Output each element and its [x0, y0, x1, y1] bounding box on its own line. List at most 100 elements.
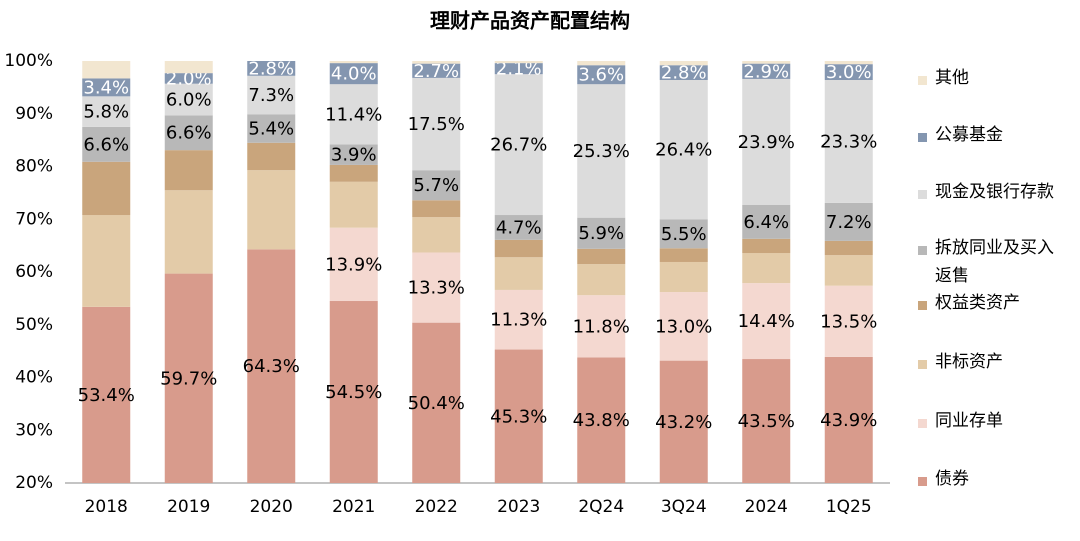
bar-segment [329, 301, 378, 483]
bar-segment [329, 63, 378, 85]
bar-segment [824, 64, 873, 80]
data-label: 17.5% [408, 114, 465, 135]
bar-segment [494, 257, 543, 290]
bar-segment [742, 61, 791, 64]
bar-segment [824, 255, 873, 286]
bar-segment [742, 205, 791, 239]
bar-segment [824, 356, 873, 483]
bar-segment [824, 202, 873, 241]
legend-label: 非标资产 [935, 352, 1003, 372]
bar-segment [494, 239, 543, 258]
data-label: 6.6% [83, 134, 129, 155]
bar-segment [412, 252, 461, 323]
data-label: 59.7% [160, 368, 217, 389]
data-label: 54.5% [325, 382, 382, 403]
data-label: 3.9% [331, 145, 377, 166]
y-tick-label: 90% [15, 104, 53, 124]
data-label: 64.3% [243, 356, 300, 377]
bar-segment [742, 253, 791, 284]
data-label: 5.7% [413, 175, 459, 196]
x-tick-label: 2020 [250, 497, 293, 517]
bar-segment [577, 295, 626, 358]
bar-segment [577, 84, 626, 218]
data-label: 7.2% [826, 212, 872, 233]
bar-segment [412, 217, 461, 253]
legend-marker [918, 360, 927, 369]
data-label: 26.4% [655, 140, 712, 161]
bar-segment [412, 170, 461, 201]
y-tick-label: 100% [4, 51, 53, 71]
bar-segment [329, 61, 378, 64]
bar-segment [412, 322, 461, 483]
data-label: 3.6% [578, 65, 624, 86]
legend-marker [918, 246, 927, 255]
legend-item: 债券 [918, 469, 1078, 493]
bar-segment [412, 63, 461, 78]
data-label: 11.4% [325, 104, 382, 125]
data-label: 45.3% [490, 406, 547, 427]
bar-segment [247, 170, 296, 250]
bar-segment [659, 292, 708, 361]
data-label: 13.5% [820, 311, 877, 332]
data-label: 5.9% [578, 223, 624, 244]
legend-label: 同业存单 [935, 411, 1003, 431]
bar-segment [412, 77, 461, 171]
data-label: 23.3% [820, 131, 877, 152]
data-label: 26.7% [490, 135, 547, 156]
data-label: 43.8% [573, 410, 630, 431]
data-label: 2.8% [661, 63, 707, 84]
bar-segment [824, 61, 873, 65]
data-label: 2.8% [248, 58, 294, 79]
y-tick-label: 40% [15, 368, 53, 388]
bar-segment [164, 150, 213, 191]
x-tick-label: 2019 [167, 497, 210, 517]
bar-segment [577, 65, 626, 85]
bar-segment [659, 61, 708, 66]
bar-segment [659, 248, 708, 262]
data-label: 43.9% [820, 410, 877, 431]
bar-segment [82, 96, 131, 127]
x-tick-label: 2024 [745, 497, 788, 517]
data-label: 50.4% [408, 393, 465, 414]
data-label: 2.0% [166, 68, 212, 89]
bar-segment [247, 75, 296, 115]
bar-segment [659, 219, 708, 249]
bar-segment [412, 61, 461, 64]
x-tick-label: 2022 [415, 497, 458, 517]
legend-marker [918, 477, 927, 486]
bar-segment [82, 78, 131, 97]
x-tick-label: 2023 [497, 497, 540, 517]
chart: 理财产品资产配置结构 20% 30% 40% 50% 60% 70% 80% 90% 100% 2… [4, 9, 890, 517]
x-tick-label: 2Q24 [578, 497, 624, 517]
data-label: 53.4% [78, 385, 135, 406]
legend-label: 拆放同业及买入返售 [935, 238, 1054, 286]
legend-label: 权益类资产 [935, 293, 1020, 313]
bar-segment [329, 84, 378, 145]
bar-segment [494, 289, 543, 350]
bar-segment [82, 126, 131, 162]
bar-segment [577, 248, 626, 265]
bar-segment [329, 144, 378, 165]
bar-segment [824, 285, 873, 357]
data-label: 11.3% [490, 310, 547, 331]
bar-segment [329, 164, 378, 182]
legend-marker [918, 419, 927, 428]
legend-item: 非标资产 [918, 352, 1078, 376]
legend-marker [918, 190, 927, 199]
bar-segment [659, 65, 708, 80]
legend-label: 债券 [935, 469, 969, 489]
bar-segment [742, 78, 791, 206]
data-label: 6.4% [743, 212, 789, 233]
bar-segment [164, 83, 213, 116]
data-label: 13.3% [408, 278, 465, 299]
bar-segment [659, 360, 708, 483]
bar-segment [659, 261, 708, 293]
legend-item: 拆放同业及买入返售 [918, 238, 1078, 290]
data-label: 6.6% [166, 123, 212, 144]
bar-segment [577, 264, 626, 296]
data-label: 25.3% [573, 141, 630, 162]
x-tick-label: 3Q24 [661, 497, 707, 517]
legend-label: 其他 [935, 68, 969, 88]
bar-segment [824, 79, 873, 203]
